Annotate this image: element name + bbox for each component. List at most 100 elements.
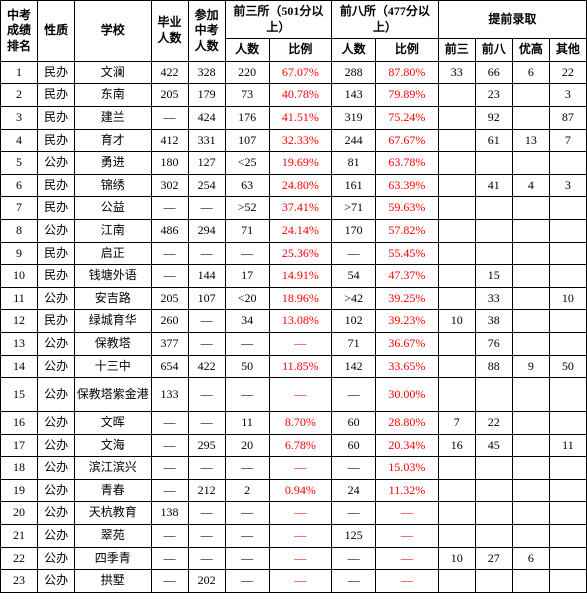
- cell-qo: [549, 242, 586, 265]
- cell-grad: —: [151, 434, 188, 457]
- cell-exam: 424: [188, 106, 225, 129]
- cell-rank: 8: [1, 219, 38, 242]
- cell-t3n: 220: [225, 61, 269, 84]
- cell-grad: —: [151, 412, 188, 435]
- cell-t3n: 71: [225, 219, 269, 242]
- cell-t8n: 54: [332, 265, 376, 288]
- cell-q3: [438, 479, 475, 502]
- cell-rank: 21: [1, 525, 38, 548]
- cell-qy: [512, 84, 549, 107]
- cell-t3n: 34: [225, 310, 269, 333]
- table-row: 9民办启正———25.36%—55.45%: [1, 242, 587, 265]
- cell-t8n: 244: [332, 129, 376, 152]
- cell-t3n: >52: [225, 197, 269, 220]
- cell-q3: 16: [438, 434, 475, 457]
- cell-rank: 23: [1, 570, 38, 593]
- cell-t3n: <25: [225, 152, 269, 175]
- cell-grad: —: [151, 570, 188, 593]
- cell-school: 文海: [75, 434, 151, 457]
- cell-q3: 10: [438, 310, 475, 333]
- cell-exam: —: [188, 242, 225, 265]
- cell-q3: [438, 570, 475, 593]
- col-grad: 毕业人数: [151, 1, 188, 62]
- cell-rank: 22: [1, 547, 38, 570]
- cell-q3: [438, 332, 475, 355]
- cell-t8p: 59.63%: [376, 197, 439, 220]
- cell-qy: [512, 106, 549, 129]
- table-row: 23公办拱墅—202————: [1, 570, 587, 593]
- cell-exam: 202: [188, 570, 225, 593]
- cell-qy: [512, 412, 549, 435]
- cell-school: 钱塘外语: [75, 265, 151, 288]
- cell-q8: 66: [475, 61, 512, 84]
- cell-t3p: 67.07%: [269, 61, 332, 84]
- cell-qo: [549, 152, 586, 175]
- table-row: 10民办钱塘外语—1441714.91%5447.37%15: [1, 265, 587, 288]
- cell-t3n: 50: [225, 355, 269, 378]
- cell-t8n: —: [332, 378, 376, 412]
- cell-qy: [512, 219, 549, 242]
- cell-t3n: —: [225, 525, 269, 548]
- cell-t3p: 13.08%: [269, 310, 332, 333]
- cell-exam: —: [188, 378, 225, 412]
- cell-t3n: 17: [225, 265, 269, 288]
- cell-q8: [475, 525, 512, 548]
- cell-t3p: 37.41%: [269, 197, 332, 220]
- table-row: 3民办建兰—42417641.51%31975.24%9287: [1, 106, 587, 129]
- cell-q3: [438, 219, 475, 242]
- cell-t8p: 63.78%: [376, 152, 439, 175]
- cell-q3: 33: [438, 61, 475, 84]
- col-t8n: 人数: [332, 39, 376, 62]
- col-q8: 前八: [475, 39, 512, 62]
- cell-t8p: —: [376, 525, 439, 548]
- cell-qo: 50: [549, 355, 586, 378]
- table-row: 19公办青春—21220.94%2411.32%: [1, 479, 587, 502]
- col-t3n: 人数: [225, 39, 269, 62]
- col-top8: 前八所（477分以上）: [332, 1, 439, 39]
- cell-qo: [549, 197, 586, 220]
- cell-qy: 6: [512, 547, 549, 570]
- cell-t8n: >42: [332, 287, 376, 310]
- cell-q3: [438, 378, 475, 412]
- cell-t3n: 176: [225, 106, 269, 129]
- table-row: 11公办安吉路205107<2018.96%>4239.25%3310: [1, 287, 587, 310]
- cell-t3n: 20: [225, 434, 269, 457]
- cell-t8n: 71: [332, 332, 376, 355]
- table-row: 1民办文澜42232822067.07%28887.80%3366622: [1, 61, 587, 84]
- cell-t3p: 32.33%: [269, 129, 332, 152]
- cell-exam: —: [188, 502, 225, 525]
- cell-qy: 13: [512, 129, 549, 152]
- cell-exam: 107: [188, 287, 225, 310]
- table-row: 5公办勇进180127<2519.69%8163.78%: [1, 152, 587, 175]
- cell-grad: 205: [151, 84, 188, 107]
- cell-exam: 127: [188, 152, 225, 175]
- cell-t8n: —: [332, 502, 376, 525]
- cell-qy: [512, 502, 549, 525]
- cell-t8p: 39.23%: [376, 310, 439, 333]
- cell-q3: [438, 106, 475, 129]
- cell-t3p: —: [269, 332, 332, 355]
- cell-exam: 212: [188, 479, 225, 502]
- cell-grad: 260: [151, 310, 188, 333]
- cell-grad: 486: [151, 219, 188, 242]
- col-t8p: 比例: [376, 39, 439, 62]
- cell-type: 民办: [38, 265, 75, 288]
- cell-qo: [549, 310, 586, 333]
- cell-rank: 20: [1, 502, 38, 525]
- cell-t8n: 142: [332, 355, 376, 378]
- cell-exam: —: [188, 412, 225, 435]
- cell-qy: [512, 457, 549, 480]
- cell-school: 公益: [75, 197, 151, 220]
- table-row: 16公办文晖——118.70%6028.80%722: [1, 412, 587, 435]
- cell-grad: 138: [151, 502, 188, 525]
- cell-rank: 3: [1, 106, 38, 129]
- cell-grad: 654: [151, 355, 188, 378]
- cell-q8: 22: [475, 412, 512, 435]
- cell-school: 滨江滨兴: [75, 457, 151, 480]
- cell-grad: 377: [151, 332, 188, 355]
- table-row: 7民办公益——>5237.41%>7159.63%: [1, 197, 587, 220]
- cell-qo: [549, 479, 586, 502]
- col-early: 提前录取: [438, 1, 586, 39]
- cell-school: 江南: [75, 219, 151, 242]
- cell-type: 公办: [38, 525, 75, 548]
